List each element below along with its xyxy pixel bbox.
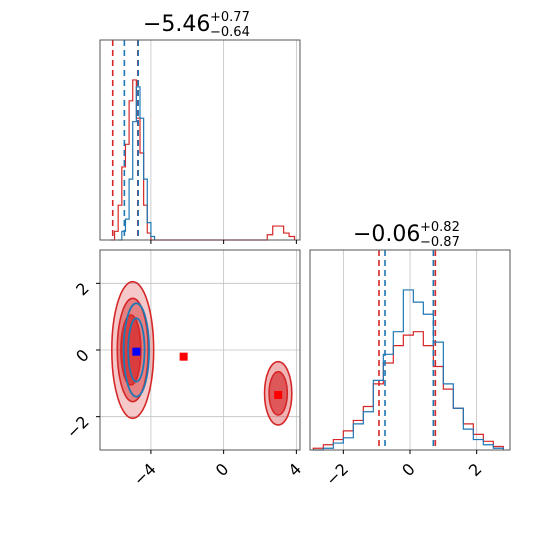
param0-marginal-panel xyxy=(99,39,301,244)
joint-ytick-label-0: −2 xyxy=(63,412,93,442)
joint-ytick-label-1: 0 xyxy=(72,345,93,366)
joint-xtick-label-2: 4 xyxy=(285,459,306,480)
param1-title-upper: +0.82 xyxy=(420,220,460,235)
joint-xtick-label-0: −4 xyxy=(130,459,160,489)
param0-title: −5.46 +0.77 −0.64 xyxy=(143,10,250,40)
marker-0 xyxy=(132,347,141,356)
param1-xtick-label-1: 0 xyxy=(398,459,419,480)
marker-1 xyxy=(179,352,188,361)
param1-xtick-label-2: 2 xyxy=(465,459,486,480)
blue-contour-0 xyxy=(122,302,150,398)
param1-xtick-label-0: −2 xyxy=(322,459,352,489)
param0-hist-frame xyxy=(99,39,301,241)
param0-hist-series-blue xyxy=(118,86,156,241)
param0-title-value: −5.46 xyxy=(143,12,210,37)
param1-hist-series-blue xyxy=(313,289,504,451)
joint-ytick-label-2: 2 xyxy=(72,279,93,300)
param1-title-value: −0.06 xyxy=(353,222,420,247)
param1-title-lower: −0.87 xyxy=(420,235,460,250)
param1-title: −0.06 +0.82 −0.87 xyxy=(353,220,460,250)
param0-title-upper: +0.77 xyxy=(210,10,250,25)
param1-marginal-panel: −2 0 2 xyxy=(309,249,511,490)
marker-2 xyxy=(274,391,283,399)
param0-title-lower: −0.64 xyxy=(210,25,250,40)
blue-contour-1 xyxy=(127,317,146,383)
joint-xtick-label-1: 0 xyxy=(212,459,233,480)
joint-contour-panel: −4 0 4 −2 0 2 xyxy=(63,249,306,490)
param1-hist-series-red xyxy=(312,331,504,450)
red-contour-2 xyxy=(120,314,142,386)
